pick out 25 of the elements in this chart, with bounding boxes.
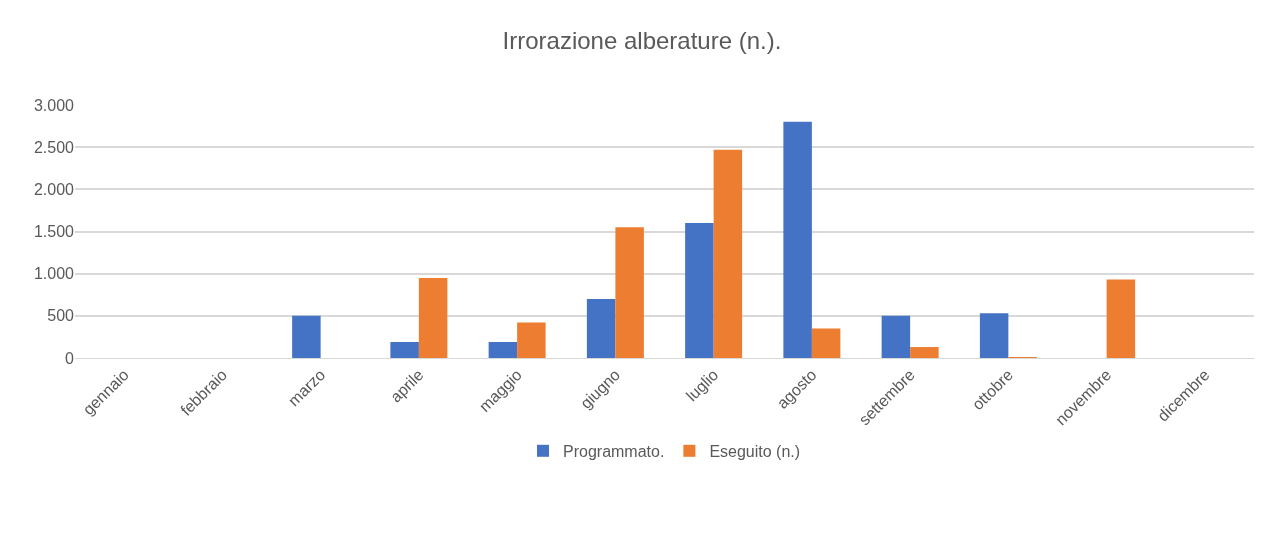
y-tick-label: 0 — [65, 349, 75, 367]
y-tick-label: 2.000 — [33, 180, 75, 198]
bar — [292, 315, 321, 358]
y-tick-label: 3.000 — [33, 96, 75, 114]
bar — [390, 341, 419, 358]
bar — [713, 149, 743, 358]
bar — [586, 298, 616, 358]
bar — [615, 227, 644, 358]
bar — [418, 277, 448, 358]
legend-label: Eseguito (n.) — [709, 443, 801, 461]
bar — [783, 121, 812, 358]
chart-title: Irrorazione alberature (n.). — [502, 27, 782, 55]
y-tick-label: 1.500 — [33, 223, 75, 241]
bar — [1106, 279, 1136, 358]
bar — [910, 347, 939, 358]
legend-label: Programmato. — [563, 443, 665, 461]
bar — [488, 341, 518, 358]
bar — [881, 315, 911, 358]
bar — [517, 322, 546, 358]
y-tick-label: 2.500 — [33, 138, 75, 156]
y-tick-label: 500 — [47, 307, 75, 325]
bar — [685, 223, 714, 358]
y-tick-label: 1.000 — [33, 265, 75, 283]
bar — [811, 328, 841, 358]
bar — [979, 313, 1009, 358]
